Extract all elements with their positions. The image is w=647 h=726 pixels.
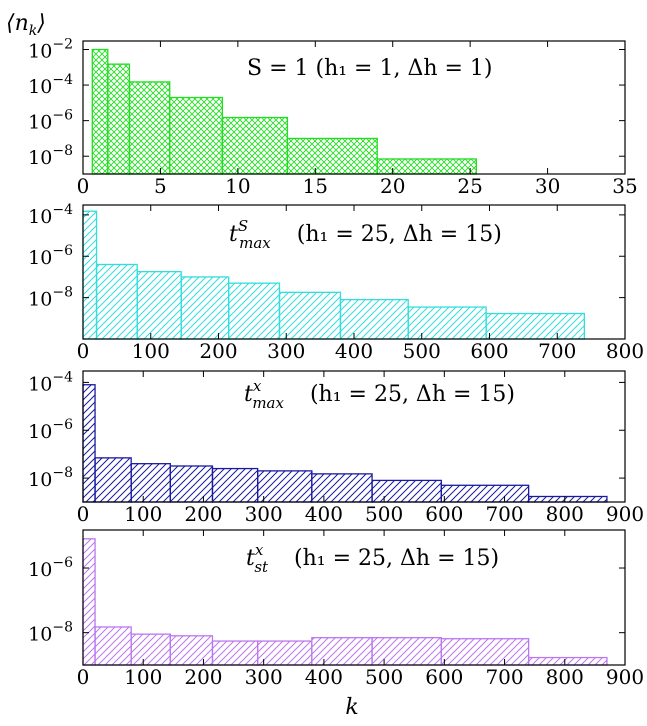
x-tick-label: 100 bbox=[124, 502, 162, 526]
x-tick-label: 5 bbox=[154, 174, 167, 198]
x-tick-label: 500 bbox=[403, 339, 441, 363]
histogram-bar bbox=[376, 158, 477, 175]
histogram-bar bbox=[94, 457, 132, 503]
histogram-bar bbox=[278, 291, 342, 340]
x-tick-label: 700 bbox=[485, 665, 523, 689]
x-tick-label: 400 bbox=[335, 339, 373, 363]
panel-title: tx st (h₁ = 25, Δh = 15) bbox=[246, 541, 499, 576]
y-tick-label: 10−8 bbox=[28, 465, 73, 491]
histogram-bar bbox=[82, 538, 96, 666]
histogram-bar bbox=[82, 384, 96, 503]
x-tick-label: 600 bbox=[470, 339, 508, 363]
x-tick-label: 10 bbox=[225, 174, 250, 198]
x-tick-label: 100 bbox=[124, 665, 162, 689]
histogram-bar bbox=[169, 465, 214, 503]
histogram-bar bbox=[256, 640, 313, 666]
histogram-bar bbox=[407, 306, 487, 340]
y-tick-label: 10−4 bbox=[28, 202, 73, 228]
histogram-bar bbox=[440, 638, 530, 666]
x-tick-label: 800 bbox=[546, 502, 584, 526]
y-tick-label: 10−4 bbox=[28, 72, 73, 98]
histogram-bar bbox=[485, 312, 585, 340]
x-tick-label: 0 bbox=[77, 174, 90, 198]
histogram-bar bbox=[339, 298, 409, 340]
y-tick-label: 10−8 bbox=[28, 143, 73, 169]
x-tick-label: 300 bbox=[267, 339, 305, 363]
panel-title: tS max (h₁ = 25, Δh = 15) bbox=[229, 217, 502, 252]
histogram-bar bbox=[211, 640, 259, 666]
x-tick-label: 600 bbox=[425, 502, 463, 526]
x-tick-label: 25 bbox=[457, 174, 482, 198]
y-tick-label: 10−6 bbox=[28, 243, 73, 269]
chart-panel-4: 0 100 200 300 400 500 600 700 800 900 10−6 10−8 tx st… bbox=[28, 529, 644, 689]
histogram-bar bbox=[136, 271, 182, 340]
chart-panel-1: 0 5 10 15 20 25 30 35 10−2 10−4 10−6 10−8 S = 1 (h₁ … bbox=[28, 36, 638, 198]
histogram-bar bbox=[221, 116, 289, 175]
x-tick-label: 600 bbox=[425, 665, 463, 689]
x-tick-label: 200 bbox=[199, 339, 237, 363]
histogram-bar bbox=[94, 626, 132, 666]
y-tick-label: 10−6 bbox=[28, 108, 73, 134]
y-tick-label: 10−8 bbox=[28, 285, 73, 311]
x-tick-label: 100 bbox=[132, 339, 170, 363]
chart-panel-3: 0 100 200 300 400 500 600 700 800 900 10−4 10−6 10−8… bbox=[28, 369, 644, 526]
histogram-bar bbox=[371, 479, 442, 503]
panel-title: S = 1 (h₁ = 1, Δh = 1) bbox=[247, 56, 493, 81]
histogram-bar bbox=[211, 467, 259, 503]
x-tick-label: 0 bbox=[77, 502, 90, 526]
histogram-bar bbox=[128, 81, 171, 175]
x-tick-label: 0 bbox=[77, 339, 90, 363]
histogram-bar bbox=[440, 484, 530, 503]
histogram-bar bbox=[311, 473, 373, 503]
plot-frame bbox=[82, 370, 626, 503]
x-tick-label: 500 bbox=[365, 502, 403, 526]
histogram-bar bbox=[527, 656, 608, 666]
histogram-bar bbox=[228, 282, 281, 340]
x-tick-label: 400 bbox=[305, 502, 343, 526]
histogram-bar bbox=[169, 96, 224, 175]
x-tick-label: 900 bbox=[606, 502, 644, 526]
page-y-axis-label: ⟨nk⟩ bbox=[6, 11, 46, 39]
x-tick-label: 400 bbox=[305, 665, 343, 689]
x-tick-label: 900 bbox=[606, 665, 644, 689]
chart-panel-2: 0 100 200 300 400 500 600 700 800 10−4 10−6 10−8 tS m… bbox=[28, 202, 644, 363]
histogram-bar bbox=[82, 210, 98, 340]
x-tick-label: 35 bbox=[612, 174, 637, 198]
panel-title: tx max (h₁ = 25, Δh = 15) bbox=[244, 377, 515, 412]
y-tick-label: 10−6 bbox=[28, 555, 73, 581]
histogram-bar bbox=[286, 137, 378, 175]
plot-frame bbox=[82, 40, 626, 175]
histogram-bar bbox=[130, 463, 171, 503]
y-tick-label: 10−8 bbox=[28, 620, 73, 646]
x-tick-label: 300 bbox=[245, 665, 283, 689]
x-tick-label: 200 bbox=[184, 665, 222, 689]
x-tick-label: 800 bbox=[546, 665, 584, 689]
x-tick-label: 200 bbox=[184, 502, 222, 526]
histogram-bar bbox=[91, 48, 109, 175]
x-tick-label: 700 bbox=[485, 502, 523, 526]
histogram-bar bbox=[95, 263, 138, 340]
x-tick-label: 30 bbox=[535, 174, 560, 198]
y-tick-label: 10−6 bbox=[28, 417, 73, 443]
x-tick-label: 800 bbox=[606, 339, 644, 363]
histogram-bar bbox=[371, 637, 442, 666]
y-tick-label: 10−4 bbox=[28, 369, 73, 395]
x-tick-label: 0 bbox=[77, 665, 90, 689]
chart-panels: 0 5 10 15 20 25 30 35 10−2 10−4 10−6 10−8 S = 1 (h₁ … bbox=[28, 36, 644, 689]
plot-frame bbox=[82, 529, 626, 666]
histogram-bar bbox=[130, 633, 171, 666]
page-x-axis-label: k bbox=[345, 695, 358, 720]
x-tick-label: 20 bbox=[380, 174, 405, 198]
y-tick-label: 10−2 bbox=[28, 36, 73, 62]
histogram-bar bbox=[169, 635, 214, 666]
histogram-bar bbox=[256, 470, 313, 503]
histogram-bar bbox=[180, 276, 230, 340]
x-tick-label: 300 bbox=[245, 502, 283, 526]
x-tick-label: 700 bbox=[538, 339, 576, 363]
histogram-bar bbox=[107, 63, 131, 175]
x-tick-label: 500 bbox=[365, 665, 403, 689]
x-tick-label: 15 bbox=[303, 174, 328, 198]
histogram-bar bbox=[311, 637, 373, 666]
